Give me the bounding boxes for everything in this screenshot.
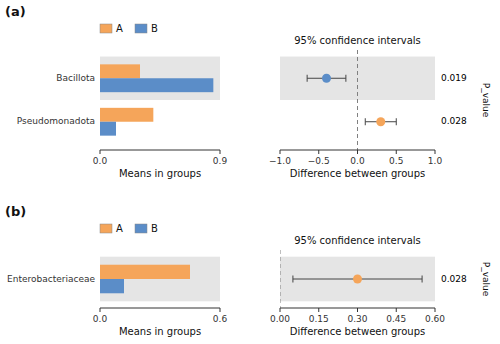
legend-swatch: [100, 224, 112, 233]
y2-axis-label: P_value: [481, 83, 491, 118]
x-tick: [318, 150, 319, 154]
legend: AB: [100, 23, 158, 34]
x-axis-label: Difference between groups: [290, 326, 425, 337]
error-cap: [422, 276, 423, 283]
x-tick-label: 0.5: [389, 156, 403, 166]
p-value: 0.019: [441, 73, 467, 83]
error-cap: [365, 118, 366, 125]
error-cap: [307, 75, 308, 82]
reference-line: [280, 250, 281, 308]
legend-swatch: [135, 224, 147, 233]
x-tick-label: 0.15: [309, 314, 329, 324]
x-tick-label: 1.0: [428, 156, 443, 166]
bar: [100, 64, 140, 78]
x-axis-line: [100, 308, 220, 309]
difference-dot: [322, 74, 331, 83]
x-axis-label: Means in groups: [119, 168, 201, 179]
chart-title: 95% confidence intervals: [294, 35, 421, 46]
error-cap: [292, 276, 293, 283]
x-axis-line: [100, 150, 220, 151]
bar: [100, 108, 153, 122]
y-tick-label: Bacillota: [56, 73, 95, 83]
panel-label: (b): [5, 204, 26, 219]
x-tick-label: 0.0: [93, 314, 108, 324]
chart-title: 95% confidence intervals: [294, 235, 421, 246]
bar: [100, 279, 124, 293]
x-tick-label: −0.5: [308, 156, 330, 166]
difference-dot: [376, 117, 385, 126]
error-cap: [396, 118, 397, 125]
x-tick: [100, 308, 101, 312]
x-tick: [280, 150, 281, 154]
error-cap: [345, 75, 346, 82]
x-tick: [435, 308, 436, 312]
x-tick: [280, 308, 281, 312]
plot-area: [100, 64, 213, 135]
bar: [100, 265, 190, 279]
reference-line: [357, 50, 358, 150]
y-tick-label: Enterobacteriaceae: [7, 274, 95, 284]
bar: [100, 78, 213, 92]
p-value: 0.028: [441, 274, 467, 284]
row-highlight: [100, 257, 220, 302]
x-tick-label: 0.9: [213, 156, 228, 166]
difference-dot: [353, 275, 362, 284]
legend-swatch: [135, 24, 147, 33]
bar-panel: Enterobacteriaceae 0.0 0.6 Means in groups A…: [5, 204, 227, 337]
row-highlight: [100, 57, 220, 100]
legend-label: B: [151, 23, 158, 34]
p-value: 0.028: [441, 116, 467, 126]
y2-axis-label: P_value: [481, 262, 491, 297]
x-tick-label: 0.6: [213, 314, 228, 324]
x-tick-label: 0.60: [425, 314, 445, 324]
legend-label: A: [116, 223, 123, 234]
plot-area: [100, 265, 190, 294]
x-tick: [220, 308, 221, 312]
x-tick-label: 0.30: [347, 314, 367, 324]
x-tick-label: −1.0: [269, 156, 291, 166]
x-tick: [318, 308, 319, 312]
row-highlight: [280, 257, 435, 302]
y-tick-label: Pseudomonadota: [17, 116, 95, 126]
x-tick-label: 0.0: [93, 156, 108, 166]
panel-label: (a): [5, 4, 26, 19]
x-tick-label: 0.45: [386, 314, 406, 324]
legend: AB: [100, 223, 158, 234]
x-tick-label: 0.0: [350, 156, 365, 166]
x-tick: [220, 150, 221, 154]
x-tick-label: 0.00: [270, 314, 290, 324]
x-tick: [435, 150, 436, 154]
legend-label: B: [151, 223, 158, 234]
chart-canvas: Bacillota Pseudomonadota 0.0 0.9 Means in gr…: [0, 0, 500, 344]
legend-swatch: [100, 24, 112, 33]
plot-area: [307, 50, 396, 150]
x-tick: [357, 308, 358, 312]
x-tick: [357, 150, 358, 154]
x-tick: [396, 308, 397, 312]
bar: [100, 122, 116, 136]
x-axis-label: Difference between groups: [290, 168, 425, 179]
ci-panel: 0.019 0.028 −1.0 −0.5 0.0 0.5 1.0Difference be…: [269, 35, 490, 179]
legend-label: A: [116, 23, 123, 34]
bar-panel: Bacillota Pseudomonadota 0.0 0.9 Means in gr…: [5, 4, 227, 179]
plot-area: [280, 250, 422, 308]
x-tick: [396, 150, 397, 154]
x-axis-label: Means in groups: [119, 326, 201, 337]
ci-panel: 0.028 0.00 0.15 0.30 0.45 0.60Difference betw…: [270, 235, 491, 337]
x-tick: [100, 150, 101, 154]
